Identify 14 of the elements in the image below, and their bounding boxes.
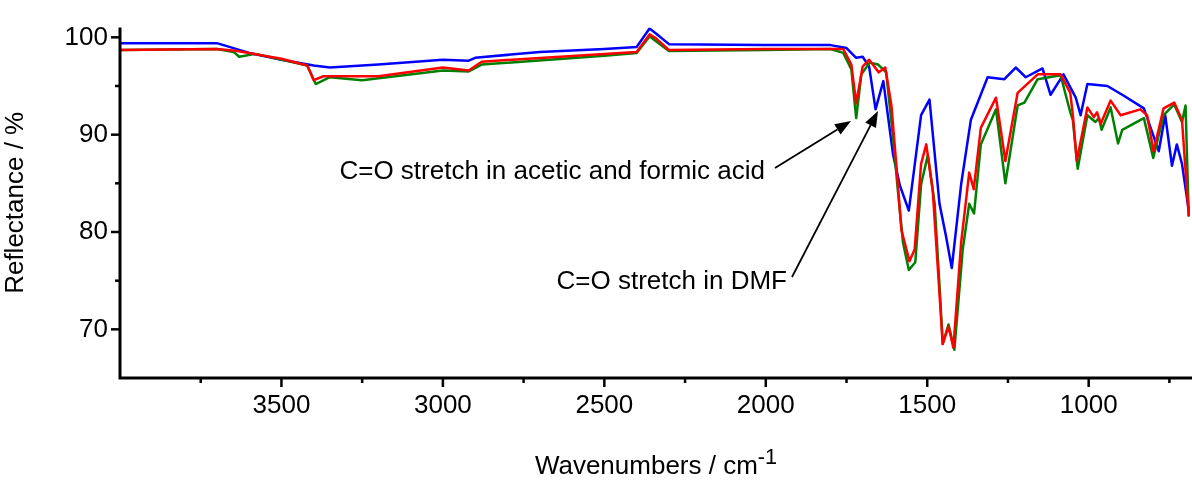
x-tick-label: 1000 — [1059, 388, 1118, 419]
x-tick-label: 3000 — [413, 388, 472, 419]
y-tick-label: 90 — [79, 117, 108, 148]
x-tick-label: 2500 — [575, 388, 634, 419]
annotation: C=O stretch in DMF — [556, 265, 787, 296]
y-tick-label: 100 — [64, 20, 108, 51]
y-tick-label: 70 — [79, 312, 108, 343]
x-tick-label: 3500 — [252, 388, 311, 419]
x-tick-label: 1500 — [898, 388, 957, 419]
y-tick-label: 80 — [79, 215, 108, 246]
x-axis-title: Wavenumbers / cm$^{-1}$ — [533, 443, 779, 482]
y-axis-title: Reflectance / % — [0, 111, 29, 294]
annotation: C=O stretch in acetic and formic acid — [339, 155, 765, 186]
x-tick-label: 2000 — [736, 388, 795, 419]
